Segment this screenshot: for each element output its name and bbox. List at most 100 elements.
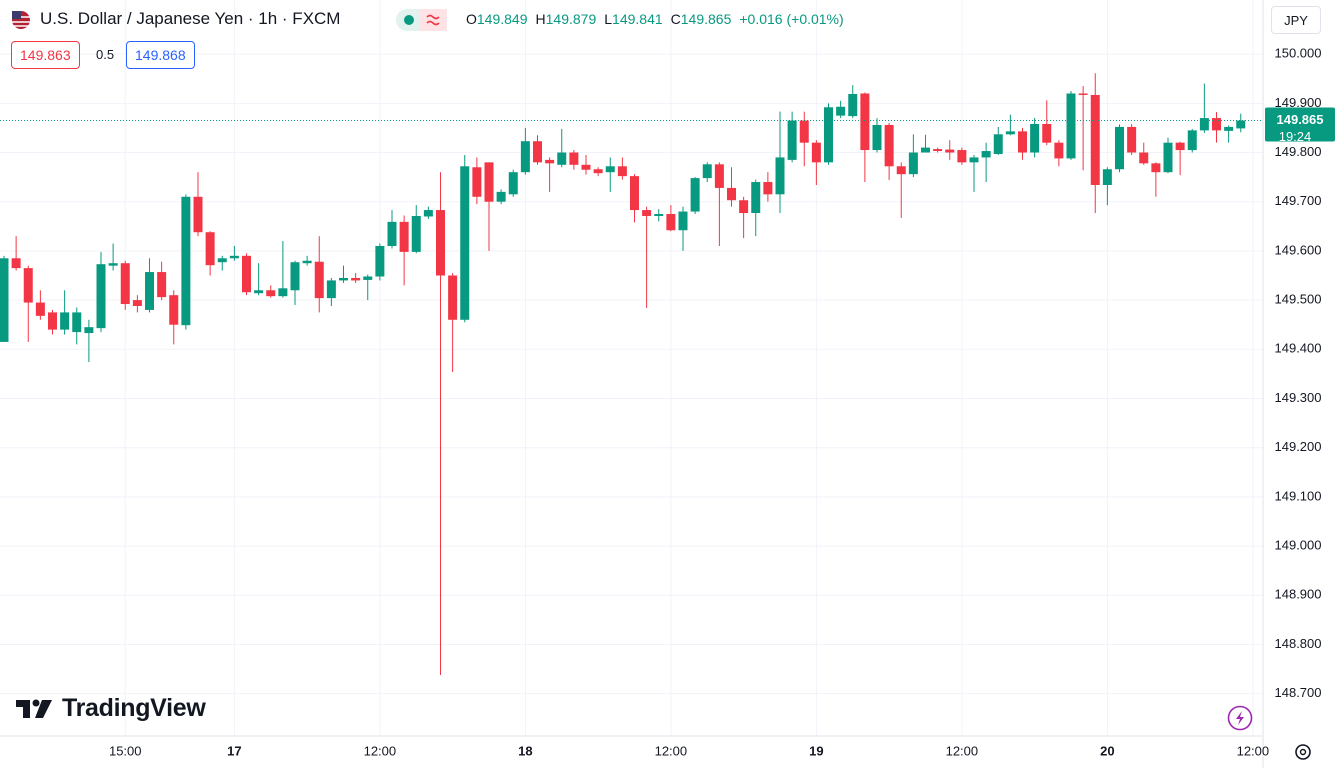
candle-body: [993, 134, 1003, 154]
candle-body: [1212, 118, 1221, 131]
y-tick-label: 148.800: [1275, 636, 1322, 651]
candle-body: [157, 272, 167, 298]
candle-body: [824, 107, 833, 163]
candle-body: [351, 277, 361, 281]
x-tick-label: 18: [518, 743, 532, 758]
candles: [0, 73, 1263, 675]
candle-body: [921, 147, 930, 153]
candle-body: [1199, 118, 1209, 131]
candle-body: [690, 178, 700, 212]
candle-body: [545, 159, 555, 164]
candle-body: [169, 295, 179, 325]
y-tick-label: 149.200: [1275, 439, 1322, 454]
brand-name: TradingView: [62, 694, 206, 722]
candle-body: [581, 164, 591, 170]
candle-body: [1090, 94, 1100, 185]
candle-body: [132, 300, 142, 307]
candle-body: [763, 182, 773, 195]
x-tick-label: 12:00: [946, 743, 979, 758]
ohlc-key: L: [604, 11, 613, 27]
candle-body: [290, 262, 300, 291]
candle-body: [654, 214, 664, 216]
candle-body: [739, 200, 749, 214]
grid: [0, 0, 1263, 736]
candle-body: [787, 120, 797, 160]
candle-body: [678, 211, 688, 231]
candle-body: [605, 166, 615, 173]
status-badge[interactable]: [396, 9, 447, 31]
buy-price[interactable]: 149.868: [126, 41, 195, 69]
candle-body: [363, 276, 373, 280]
candle-body: [266, 290, 276, 297]
settings-button[interactable]: [1295, 744, 1311, 760]
y-tick-label: 148.900: [1275, 587, 1322, 602]
candle-body: [181, 196, 191, 326]
candle-body: [108, 263, 118, 266]
candle-body: [1066, 93, 1076, 159]
axes: 148.700 148.800 148.900 149.000 149.100 149.2…: [109, 46, 1335, 758]
candle-body: [326, 280, 336, 299]
candle-body: [508, 172, 518, 195]
candle-body: [557, 152, 567, 165]
candle-body: [1030, 123, 1040, 153]
ohlc-value: 149.865: [680, 11, 732, 27]
candle-body: [1018, 131, 1027, 153]
candle-body: [1078, 93, 1088, 95]
candle-body: [908, 152, 918, 175]
y-tick-label: 149.900: [1275, 95, 1322, 110]
countdown-label: 19:24: [1279, 129, 1312, 144]
candle-body: [520, 141, 530, 173]
candle-body: [436, 210, 445, 276]
candle-body: [933, 149, 943, 152]
candle-body: [217, 258, 227, 263]
candle-body: [593, 169, 603, 174]
candle-body: [205, 232, 215, 266]
flag-icon: [12, 11, 30, 29]
spread: 0.5: [96, 47, 115, 62]
candle-body: [896, 166, 906, 175]
candle-body: [860, 93, 870, 151]
candle-body: [1102, 169, 1112, 185]
x-tick-label: 19: [809, 743, 823, 758]
x-tick-label: 12:00: [364, 743, 397, 758]
candle-body: [811, 142, 821, 163]
ohlc-key: O: [466, 11, 477, 27]
y-tick-label: 149.500: [1275, 292, 1322, 307]
candle-body: [229, 255, 239, 259]
symbol-title[interactable]: U.S. Dollar / Japanese Yen · 1h · FXCM: [40, 9, 341, 28]
candle-body: [751, 182, 761, 214]
candle-body: [945, 149, 955, 153]
candle-body: [872, 124, 882, 151]
y-tick-label: 149.400: [1275, 341, 1322, 356]
candle-body: [1187, 130, 1197, 151]
candle-body: [387, 221, 397, 246]
tradingview-logo: [16, 699, 52, 718]
candle-body: [727, 187, 736, 201]
lightning-button[interactable]: [1227, 705, 1253, 731]
candle-body: [617, 166, 627, 177]
y-tick-label: 149.100: [1275, 488, 1322, 503]
last-price-box: [1265, 107, 1335, 142]
candle-body: [302, 260, 312, 264]
candle-body: [448, 275, 458, 320]
price-change: +0.016 (+0.01%): [739, 11, 844, 27]
candle-body: [1054, 142, 1064, 159]
currency-button[interactable]: JPY: [1271, 6, 1321, 34]
candle-body: [969, 157, 979, 163]
y-tick-label: 149.600: [1275, 242, 1322, 257]
candle-body: [48, 312, 57, 330]
y-tick-label: 150.000: [1275, 46, 1322, 61]
candle-body: [193, 196, 203, 233]
candle-body: [0, 258, 9, 342]
candle-body: [23, 268, 33, 303]
ohlc-key: C: [670, 11, 681, 27]
ohlc-key: H: [535, 11, 546, 27]
candle-body: [60, 312, 70, 330]
candle-body: [1224, 126, 1234, 131]
candle-body: [339, 277, 348, 281]
candle-body: [35, 302, 45, 316]
candle-body: [884, 124, 894, 167]
candle-body: [278, 288, 288, 297]
candle-body: [799, 120, 809, 143]
sell-price[interactable]: 149.863: [11, 41, 80, 69]
